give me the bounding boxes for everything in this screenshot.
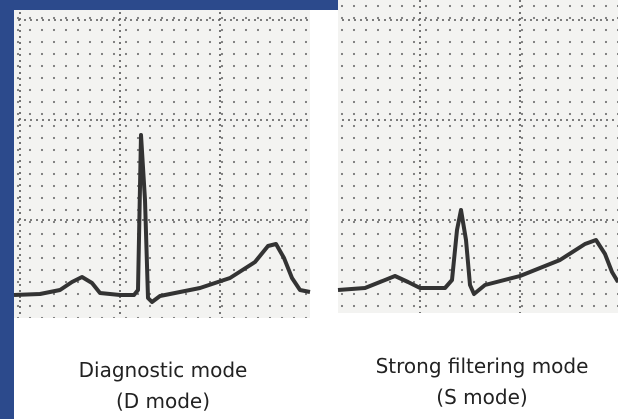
caption: Diagnostic mode bbox=[79, 358, 248, 382]
caption: (D mode) bbox=[116, 389, 210, 413]
left-bar bbox=[0, 0, 14, 419]
ecg-panel-d bbox=[14, 10, 310, 318]
caption: Strong filtering mode bbox=[376, 354, 589, 378]
caption: (S mode) bbox=[436, 385, 527, 409]
ecg-panel-s bbox=[338, 0, 618, 313]
top-bar bbox=[0, 0, 338, 10]
slide: Diagnostic mode (D mode) Strong filterin… bbox=[0, 0, 618, 419]
